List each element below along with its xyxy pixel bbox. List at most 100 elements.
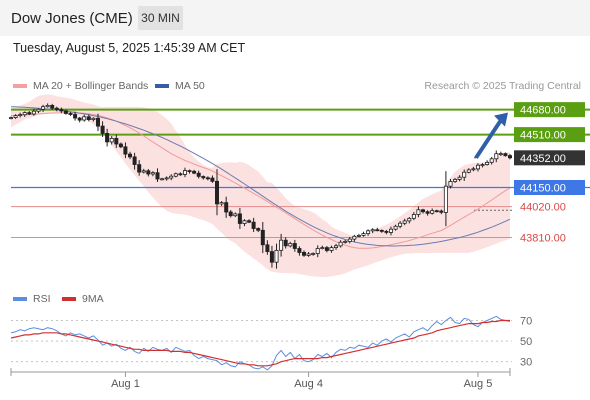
candle-body xyxy=(457,176,462,180)
candle-body xyxy=(50,105,55,109)
candle-body xyxy=(265,244,270,253)
rsi-tick-label: 70 xyxy=(520,315,532,327)
legend-ma50-swatch xyxy=(155,84,169,89)
candle-body xyxy=(210,177,215,182)
level-label-resistance: 44510.00 xyxy=(520,130,566,142)
level-label-bg-last xyxy=(514,150,585,166)
ma20-line xyxy=(10,112,511,249)
candle-body xyxy=(150,172,155,175)
candle-body xyxy=(269,251,274,263)
candle-body xyxy=(416,209,421,215)
candle-body xyxy=(201,176,206,179)
candle-body xyxy=(251,221,256,229)
candle-body xyxy=(489,158,494,163)
candle-body xyxy=(306,253,311,256)
candle-body xyxy=(100,125,105,134)
legend-rsi-label: RSI xyxy=(33,293,51,305)
candle-body xyxy=(192,170,197,174)
candle-body xyxy=(407,217,412,222)
candle-body xyxy=(247,220,252,223)
candle-body xyxy=(242,220,247,224)
candle-body xyxy=(425,211,430,214)
candle-body xyxy=(160,178,165,181)
candle-body xyxy=(338,241,343,247)
level-label-support: 43810.00 xyxy=(520,232,566,244)
candle-body xyxy=(402,220,407,224)
candle-body xyxy=(8,117,13,119)
header-bar xyxy=(0,0,590,36)
candle-body xyxy=(283,239,288,247)
candle-body xyxy=(430,210,435,214)
candle-body xyxy=(443,185,448,213)
legend-bollinger-swatch xyxy=(13,84,27,89)
candle-body xyxy=(279,239,284,251)
candle-body xyxy=(375,229,380,232)
candle-body xyxy=(41,106,46,110)
candle-body xyxy=(137,164,142,173)
candle-body xyxy=(315,248,320,254)
rsi-tick-label: 50 xyxy=(520,336,532,348)
level-label-bg-resistance xyxy=(514,127,585,143)
candle-body xyxy=(205,177,210,180)
candle-body xyxy=(370,229,375,232)
candle-body xyxy=(187,170,192,173)
candle-body xyxy=(494,153,499,160)
candle-body xyxy=(118,143,123,148)
candle-body xyxy=(91,117,96,121)
candle-body xyxy=(132,156,137,165)
legend-rsi: RSI xyxy=(13,293,51,305)
candle-body xyxy=(256,228,261,231)
candle-body xyxy=(178,173,183,176)
candle-body xyxy=(114,137,119,145)
timeframe-badge[interactable]: 30 MIN xyxy=(138,6,183,30)
research-credit: Research © 2025 Trading Central xyxy=(424,80,581,92)
candle-body xyxy=(503,153,508,157)
forecast-arrow-head xyxy=(494,112,508,127)
candle-body xyxy=(475,164,480,170)
candle-body xyxy=(384,230,389,233)
candle-body xyxy=(498,153,503,156)
candle-body xyxy=(366,230,371,235)
level-label-pivot: 44150.00 xyxy=(520,183,566,195)
candle-body xyxy=(288,243,293,247)
candle-body xyxy=(164,177,169,180)
candle-body xyxy=(301,251,306,256)
candle-body xyxy=(439,210,444,213)
candle-body xyxy=(169,175,174,179)
legend-bollinger: MA 20 + Bollinger Bands xyxy=(13,80,148,92)
level-label-bg-pivot xyxy=(514,180,585,195)
candle-body xyxy=(297,248,302,253)
candle-body xyxy=(420,209,425,213)
candle-body xyxy=(352,235,357,240)
candle-body xyxy=(123,146,128,155)
x-tick-label: Aug 1 xyxy=(111,378,140,390)
candle-body xyxy=(471,168,476,171)
candle-body xyxy=(448,181,453,187)
candle-body xyxy=(219,202,224,205)
legend-rsi-swatch xyxy=(13,297,27,302)
candle-body xyxy=(146,170,151,175)
candle-body xyxy=(379,229,384,232)
instrument-title: Dow Jones (CME) xyxy=(11,10,133,27)
candle-body xyxy=(480,164,485,167)
forecast-arrow xyxy=(474,117,504,159)
candle-body xyxy=(361,233,366,236)
candle-body xyxy=(462,171,467,178)
candle-body xyxy=(155,172,160,180)
candle-body xyxy=(233,213,238,217)
legend-rsi-ma-label: 9MA xyxy=(82,293,104,305)
legend-ma50-label: MA 50 xyxy=(175,80,205,92)
rsi-tick-label: 30 xyxy=(520,357,532,369)
candle-body xyxy=(411,214,416,219)
x-tick-label: Aug 5 xyxy=(464,378,493,390)
candle-body xyxy=(45,105,50,108)
candle-body xyxy=(13,115,18,118)
candle-body xyxy=(311,253,316,255)
candle-body xyxy=(68,113,73,115)
bollinger-band xyxy=(11,94,510,278)
candle-body xyxy=(182,170,187,175)
candle-body xyxy=(96,117,101,127)
candle-body xyxy=(228,211,233,217)
ma50-line xyxy=(10,106,511,247)
